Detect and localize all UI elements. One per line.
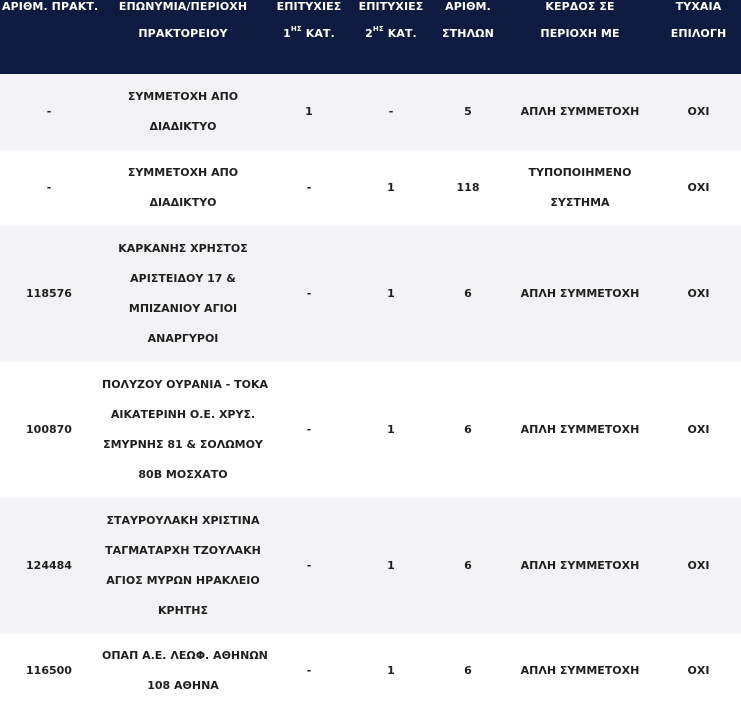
- second-category-cell: 1: [387, 181, 395, 194]
- gain-type-cell: ΑΠΛΗ ΣΥΜΜΕΤΟΧΗ: [520, 559, 640, 572]
- columns-count-cell: 118: [456, 181, 480, 194]
- table-row: - ΣΥΜΜΕΤΟΧΗ ΑΠΟ ΔΙΑΔΙΚΤΥΟ - 1 118 ΤΥΠΟΠΟ…: [0, 150, 741, 226]
- second-category-cell: 1: [387, 559, 395, 572]
- agency-name-cell: ΣΥΜΜΕΤΟΧΗ ΑΠΟ ΔΙΑΔΙΚΤΥΟ: [127, 166, 239, 209]
- gain-type-cell: ΤΥΠΟΠΟΙΗΜΕΝΟ ΣΥΣΤΗΜΑ: [528, 166, 632, 209]
- agency-code-cell: -: [46, 105, 52, 118]
- first-category-cell: -: [306, 664, 312, 677]
- second-category-cell: 1: [387, 287, 395, 300]
- random-pick-cell: ΟΧΙ: [687, 105, 710, 118]
- gain-type-cell: ΑΠΛΗ ΣΥΜΜΕΤΟΧΗ: [520, 105, 640, 118]
- first-category-cell: -: [306, 287, 312, 300]
- table-row: 100870 ΠΟΛΥΖΟΥ ΟΥΡΑΝΙΑ - ΤΟΚΑ ΑΙΚΑΤΕΡΙΝΗ…: [0, 362, 741, 498]
- agency-code-cell: -: [46, 181, 52, 194]
- gain-type-cell: ΑΠΛΗ ΣΥΜΜΕΤΟΧΗ: [520, 287, 640, 300]
- gain-type-cell: ΑΠΛΗ ΣΥΜΜΕΤΟΧΗ: [520, 423, 640, 436]
- agency-code-cell: 116500: [26, 664, 72, 677]
- table-header-row: ΑΡΙΘΜ. ΠΡΑΚΤ. ΕΠΩΝΥΜΙΑ/ΠΕΡΙΟΧΗ ΠΡΑΚΤΟΡΕΙ…: [0, 0, 741, 74]
- random-pick-cell: ΟΧΙ: [687, 559, 710, 572]
- agency-name-cell: ΣΥΜΜΕΤΟΧΗ ΑΠΟ ΔΙΑΔΙΚΤΥΟ: [127, 90, 239, 133]
- columns-count-cell: 6: [464, 423, 472, 436]
- columns-count-cell: 6: [464, 664, 472, 677]
- agency-code-cell: 124484: [26, 559, 72, 572]
- second-category-cell: -: [388, 105, 394, 118]
- columns-count-cell: 6: [464, 559, 472, 572]
- first-category-cell: -: [306, 559, 312, 572]
- second-category-cell: 1: [387, 423, 395, 436]
- random-pick-cell: ΟΧΙ: [687, 423, 710, 436]
- header-random-pick: ΤΥΧΑΙΑ ΕΠΙΛΟΓΗ: [670, 0, 727, 40]
- table-row: - ΣΥΜΜΕΤΟΧΗ ΑΠΟ ΔΙΑΔΙΚΤΥΟ 1 - 5 ΑΠΛΗ ΣΥΜ…: [0, 74, 741, 150]
- first-category-cell: -: [306, 423, 312, 436]
- header-first-category: ΕΠΙΤΥΧΙΕΣ 1ΗΣ ΚΑΤ.: [276, 0, 342, 40]
- second-category-cell: 1: [387, 664, 395, 677]
- header-agency-code: ΑΡΙΘΜ. ΠΡΑΚΤ.: [2, 0, 99, 13]
- header-gain-type: ΚΕΡΔΟΣ ΣΕ ΠΕΡΙΟΧΗ ΜΕ: [540, 0, 620, 40]
- random-pick-cell: ΟΧΙ: [687, 287, 710, 300]
- columns-count-cell: 6: [464, 287, 472, 300]
- first-category-cell: -: [306, 181, 312, 194]
- table-row: 116500 ΟΠΑΠ Α.Ε. ΛΕΩΦ. ΑΘΗΝΩΝ 108 ΑΘΗΝΑ …: [0, 634, 741, 708]
- random-pick-cell: ΟΧΙ: [687, 181, 710, 194]
- agency-name-cell: ΚΑΡΚΑΝΗΣ ΧΡΗΣΤΟΣ ΑΡΙΣΤΕΙΔΟΥ 17 & ΜΠΙΖΑΝΙ…: [118, 242, 248, 345]
- agency-name-cell: ΣΤΑΥΡΟΥΛΑΚΗ ΧΡΙΣΤΙΝΑ ΤΑΓΜΑΤΑΡΧΗ ΤΖΟΥΛΑΚΗ…: [105, 514, 261, 617]
- gain-type-cell: ΑΠΛΗ ΣΥΜΜΕΤΟΧΗ: [520, 664, 640, 677]
- agency-name-cell: ΟΠΑΠ Α.Ε. ΛΕΩΦ. ΑΘΗΝΩΝ 108 ΑΘΗΝΑ: [102, 649, 268, 692]
- columns-count-cell: 5: [464, 105, 472, 118]
- header-columns-count: ΑΡΙΘΜ. ΣΤΗΛΩΝ: [442, 0, 494, 40]
- agency-code-cell: 118576: [26, 287, 72, 300]
- table-row: 124484 ΣΤΑΥΡΟΥΛΑΚΗ ΧΡΙΣΤΙΝΑ ΤΑΓΜΑΤΑΡΧΗ Τ…: [0, 498, 741, 634]
- header-agency-name: ΕΠΩΝΥΜΙΑ/ΠΕΡΙΟΧΗ ΠΡΑΚΤΟΡΕΙΟΥ: [118, 0, 248, 40]
- agency-name-cell: ΠΟΛΥΖΟΥ ΟΥΡΑΝΙΑ - ΤΟΚΑ ΑΙΚΑΤΕΡΙΝΗ Ο.Ε. Χ…: [102, 378, 268, 481]
- random-pick-cell: ΟΧΙ: [687, 664, 710, 677]
- first-category-cell: 1: [305, 105, 313, 118]
- table-row: 118576 ΚΑΡΚΑΝΗΣ ΧΡΗΣΤΟΣ ΑΡΙΣΤΕΙΔΟΥ 17 & …: [0, 226, 741, 362]
- header-second-category: ΕΠΙΤΥΧΙΕΣ 2ΗΣ ΚΑΤ.: [358, 0, 424, 40]
- agency-code-cell: 100870: [26, 423, 72, 436]
